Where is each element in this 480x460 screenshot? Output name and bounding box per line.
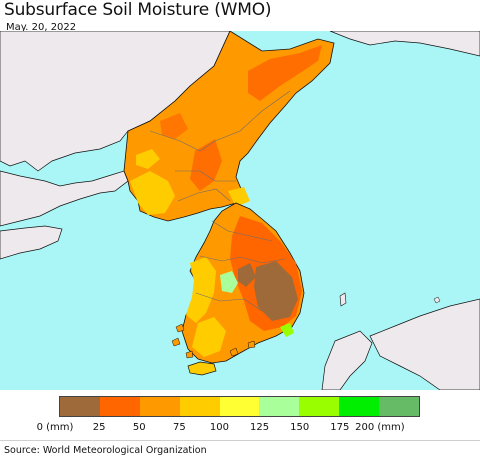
- sk-driest-central: [238, 263, 256, 287]
- source-credit: Source: World Meteorological Organizatio…: [4, 445, 207, 456]
- legend-swatch: [219, 397, 260, 416]
- legend-label: 50: [132, 422, 146, 433]
- sk-moist-spot-south: [280, 323, 294, 337]
- island-jeju: [187, 361, 217, 376]
- sk-driest-southeast: [254, 261, 298, 321]
- sk-wet-southwest: [192, 317, 226, 357]
- nk-wet-east: [228, 187, 250, 207]
- nk-wet-northwest: [136, 149, 160, 169]
- legend-swatch: [99, 397, 140, 416]
- island-ulleung: [433, 296, 441, 304]
- legend-label: 200 (mm): [355, 422, 405, 433]
- nk-dry-west: [160, 113, 188, 139]
- legend-swatch: [139, 397, 180, 416]
- land-russia: [329, 31, 480, 57]
- nk-dry-central: [190, 139, 222, 191]
- legend-swatch: [179, 397, 220, 416]
- legend-label: 125: [250, 422, 270, 433]
- legend-label: 0 (mm): [36, 422, 74, 433]
- legend-swatch: [379, 397, 420, 416]
- land-japan-kyushu: [321, 330, 373, 390]
- land-japan-honshu: [369, 298, 480, 390]
- legend-label: 150: [290, 422, 310, 433]
- legend-swatch: [339, 397, 380, 416]
- land-shandong: [0, 225, 63, 260]
- nk-wet-west: [130, 171, 175, 215]
- legend-swatch: [299, 397, 340, 416]
- legend-label: 25: [92, 422, 106, 433]
- map-date: May. 20, 2022: [6, 22, 77, 33]
- land-tsushima: [339, 292, 347, 307]
- legend-label: 100: [209, 422, 229, 433]
- legend-swatch: [60, 397, 100, 416]
- legend-label: 75: [172, 422, 186, 433]
- legend-color-bar: [59, 396, 420, 417]
- sk-moist-spot-center: [220, 271, 238, 293]
- province-borders: [149, 90, 291, 312]
- nk-dry-north: [248, 45, 322, 101]
- footer-divider: [0, 440, 480, 441]
- map-title: Subsurface Soil Moisture (WMO): [4, 0, 272, 20]
- soil-moisture-map: [0, 31, 480, 390]
- legend-labels: 0 (mm) 25 50 75 100 125 150 175 200 (mm): [0, 422, 480, 436]
- legend-swatch: [259, 397, 300, 416]
- island-cluster-southwest: [171, 323, 256, 359]
- sk-wet-west: [186, 257, 216, 323]
- legend-label: 175: [330, 422, 350, 433]
